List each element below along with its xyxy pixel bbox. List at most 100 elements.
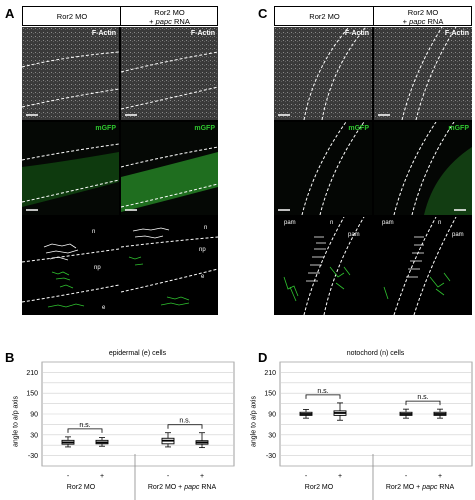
significance-label: n.s. <box>179 418 190 425</box>
tissue-label-n: n <box>330 220 334 226</box>
group-label-suffix: RNA <box>199 484 217 491</box>
x-tick-label: - <box>67 473 70 480</box>
y-tick-label: 30 <box>268 432 276 439</box>
significance-bracket <box>67 428 103 433</box>
panel-label-d: D <box>258 350 268 365</box>
tissue-label-n: n <box>204 225 208 231</box>
tissue-label-n: n <box>92 229 96 235</box>
x-group-label: Ror2 MO <box>36 484 126 491</box>
cell-tracing-rescue: n np e <box>121 217 218 315</box>
group-label-italic: papc <box>184 484 200 491</box>
significance-bracket <box>167 424 203 429</box>
tissue-label-pam: pam <box>452 232 464 238</box>
panel-a-right-title: Ror2 MO + papc RNA <box>121 7 218 26</box>
stain-label-gfp: mGFP <box>348 125 369 132</box>
gfp-texture <box>393 122 472 215</box>
gfp-texture <box>121 146 218 212</box>
panel-c-micrographs: F-Actin F-Actin mGFP mGFP <box>274 27 472 315</box>
x-tick-label: - <box>405 473 408 480</box>
cell-tracing-control: n np e <box>22 217 119 315</box>
stain-label-gfp: mGFP <box>95 125 116 132</box>
panel-c-left-title: Ror2 MO <box>275 7 374 25</box>
chart-b: epidermal (e) cells angle to a/p axis -3… <box>0 348 237 500</box>
right-col-prefix: + <box>402 17 410 26</box>
tissue-label-pam: pam <box>348 232 360 238</box>
chart-plot: -30 30 90 150 210 - + - + n.s. n.s. <box>26 361 235 500</box>
stain-label-actin: F-Actin <box>91 30 116 37</box>
tissue-label-np: np <box>94 265 101 271</box>
group-label-italic: papc <box>422 484 438 491</box>
right-col-italic: papc <box>409 17 426 26</box>
cell-outline-drawing <box>121 227 218 306</box>
cell-tracing-control: pam n pam <box>274 217 372 315</box>
x-tick-label: + <box>100 473 104 480</box>
gfp-image-rescue: mGFP <box>121 122 218 215</box>
actin-texture <box>121 27 218 120</box>
y-tick-label: 30 <box>30 432 38 439</box>
gfp-image-control: mGFP <box>274 122 372 215</box>
actin-image-rescue: F-Actin <box>374 27 472 120</box>
y-tick-label: -30 <box>28 453 38 460</box>
panel-label-b: B <box>5 350 15 365</box>
gfp-texture <box>22 143 119 211</box>
y-tick-label: 150 <box>26 391 38 398</box>
chart-title: notochord (n) cells <box>346 350 405 357</box>
chart-d: notochord (n) cells angle to a/p axis -3… <box>238 348 475 500</box>
actin-image-control: F-Actin <box>22 27 119 120</box>
panel-label-a: A <box>5 6 15 21</box>
right-col-prefix: + <box>149 17 156 26</box>
x-group-label: Ror2 MO <box>274 484 364 491</box>
panel-a-header: Ror2 MO Ror2 MO + papc RNA <box>22 6 218 26</box>
actin-image-rescue: F-Actin <box>121 27 218 120</box>
x-tick-label: - <box>167 473 170 480</box>
stain-label-actin: F-Actin <box>444 30 469 37</box>
right-col-suffix: RNA <box>425 17 444 26</box>
left-col-title: Ror2 MO <box>56 12 88 21</box>
significance-bracket <box>305 394 341 399</box>
panel-a-left-title: Ror2 MO <box>23 7 121 25</box>
actin-texture <box>374 27 472 120</box>
tissue-label-e: e <box>102 305 106 311</box>
right-col-suffix: RNA <box>171 17 190 26</box>
x-tick-label: + <box>438 473 442 480</box>
right-col-title-line1: Ror2 MO <box>154 8 185 17</box>
right-col-title-line1: Ror2 MO <box>407 8 439 17</box>
tissue-label-pam: pam <box>382 220 394 226</box>
y-tick-label: 210 <box>26 370 38 377</box>
chart-plot: -30 30 90 150 210 - + - + n.s. n.s. <box>264 361 473 500</box>
group-label-prefix: Ror2 MO + <box>385 484 423 491</box>
actin-texture <box>274 27 372 120</box>
tissue-label-pam: pam <box>284 220 296 226</box>
group-label-text: Ror2 MO <box>66 484 96 491</box>
actin-texture <box>22 27 119 120</box>
panel-label-c: C <box>258 6 268 21</box>
cell-tracing-rescue: pam n pam <box>374 217 472 315</box>
cell-outline-drawing <box>22 243 119 308</box>
stain-label-gfp: mGFP <box>194 125 215 132</box>
stain-label-actin: F-Actin <box>344 30 369 37</box>
x-group-label: Ror2 MO + papc RNA <box>366 484 474 491</box>
panel-a-micrographs: F-Actin F-Actin mGFP mGFP <box>22 27 218 315</box>
x-tick-label: - <box>305 473 308 480</box>
significance-bracket <box>405 400 441 406</box>
panel-c-right-title: Ror2 MO + papc RNA <box>374 7 472 26</box>
cell-outline-drawing <box>383 217 457 315</box>
y-tick-label: -30 <box>266 453 276 460</box>
x-tick-label: + <box>338 473 342 480</box>
cell-outline-drawing <box>283 217 365 315</box>
tissue-label-np: np <box>199 247 206 253</box>
group-label-prefix: Ror2 MO + <box>147 484 185 491</box>
significance-label: n.s. <box>417 394 428 401</box>
actin-image-control: F-Actin <box>274 27 372 120</box>
tissue-label-n: n <box>438 220 442 226</box>
gfp-image-rescue: mGFP <box>374 122 472 215</box>
significance-label: n.s. <box>79 422 90 429</box>
y-tick-label: 90 <box>30 412 38 419</box>
y-tick-label: 90 <box>268 412 276 419</box>
tissue-label-e: e <box>201 274 205 280</box>
significance-label: n.s. <box>317 388 328 395</box>
y-tick-label: 210 <box>264 370 276 377</box>
stain-label-gfp: mGFP <box>448 125 469 132</box>
panel-c-header: Ror2 MO Ror2 MO + papc RNA <box>274 6 472 26</box>
chart-title: epidermal (e) cells <box>108 350 167 357</box>
